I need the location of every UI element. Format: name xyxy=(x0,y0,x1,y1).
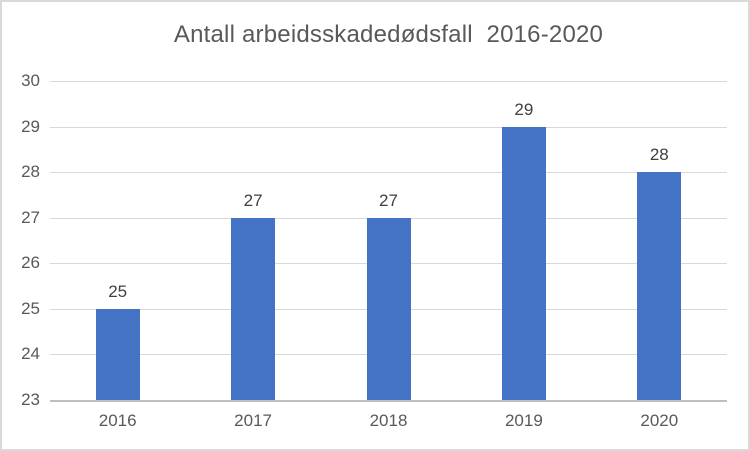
bar-2016 xyxy=(95,308,140,400)
x-tick-label-2020: 2020 xyxy=(640,411,679,430)
y-tick-label-28: 28 xyxy=(21,162,40,182)
x-axis-line xyxy=(50,400,727,402)
gridline-y-30 xyxy=(50,81,727,82)
bar-value-label-2017: 27 xyxy=(243,190,263,210)
gridline-y-29 xyxy=(50,126,727,128)
chart-title: Antall arbeidsskadedødsfall 2016-2020 xyxy=(173,21,604,48)
x-tick-label-2018: 2018 xyxy=(369,411,408,430)
y-tick-label-30: 30 xyxy=(21,71,40,90)
bar-value-label-2018: 27 xyxy=(379,190,398,210)
y-tick-label-24: 24 xyxy=(21,344,40,364)
x-tick-label-2019: 2019 xyxy=(504,411,543,430)
y-tick-label-27: 27 xyxy=(21,207,40,227)
y-tick-label-29: 29 xyxy=(21,116,40,136)
x-tick-label-2016: 2016 xyxy=(98,411,137,430)
bar-value-label-2019: 29 xyxy=(514,99,534,119)
gridline-y-28 xyxy=(50,172,727,174)
bar-2019 xyxy=(501,126,546,400)
bar-2018 xyxy=(366,217,411,400)
bar-2020 xyxy=(637,172,682,400)
bar-value-label-2016: 25 xyxy=(108,281,128,301)
bar-2017 xyxy=(231,217,276,400)
x-tick-label-2017: 2017 xyxy=(234,411,272,430)
y-tick-label-25: 25 xyxy=(21,298,40,318)
y-tick-label-23: 23 xyxy=(21,390,40,409)
y-tick-label-26: 26 xyxy=(21,253,40,273)
bar-value-label-2020: 28 xyxy=(649,145,669,165)
